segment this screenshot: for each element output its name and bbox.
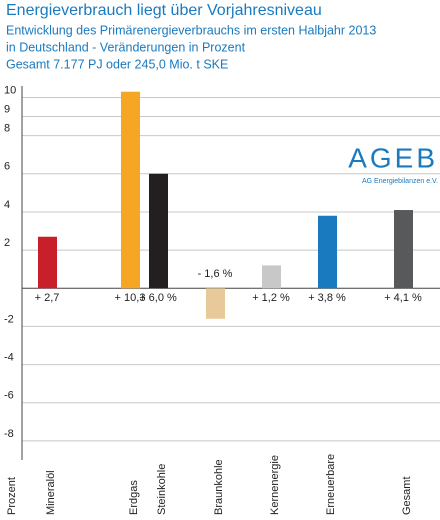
- logo-caption: AG Energiebilanzen e.V.: [362, 178, 438, 185]
- axis-label: Prozent: [6, 477, 18, 515]
- y-tick-label: 6: [4, 161, 10, 173]
- y-tick-label: 8: [4, 123, 10, 135]
- y-tick-label: -2: [4, 313, 14, 325]
- y-tick-label: 9: [4, 103, 10, 115]
- x-tick-label: Mineralöl: [45, 470, 57, 515]
- chart-title: Energieverbrauch liegt über Vorjahresniv…: [6, 2, 322, 19]
- x-tick-label: Braunkohle: [213, 459, 225, 515]
- subtitle: Gesamt 7.177 PJ oder 245,0 Mio. t SKE: [6, 57, 228, 71]
- bar: [38, 236, 57, 289]
- bar: [394, 210, 413, 289]
- y-tick-label: -8: [4, 428, 14, 440]
- y-tick-label: 10: [4, 84, 16, 96]
- bar: [206, 288, 225, 319]
- bar: [121, 91, 140, 289]
- value-label: + 3,8 %: [308, 292, 346, 304]
- x-tick-label: Erdgas: [128, 480, 140, 515]
- subtitle: Entwicklung des Primärenergieverbrauchs …: [6, 23, 376, 37]
- subtitle: in Deutschland - Veränderungen in Prozen…: [6, 40, 246, 54]
- value-label: + 2,7: [35, 292, 60, 304]
- value-label: + 4,1 %: [384, 292, 422, 304]
- value-label: + 6,0 %: [139, 292, 177, 304]
- x-tick-label: Steinkohle: [156, 464, 168, 515]
- x-tick-label: Erneuerbare: [325, 454, 337, 515]
- x-tick-label: Kernenergie: [269, 455, 281, 515]
- y-tick-label: 4: [4, 199, 10, 211]
- y-tick-label: -6: [4, 390, 14, 402]
- logo: AGEB: [348, 142, 438, 173]
- bar: [318, 215, 337, 289]
- value-label: + 10,3: [115, 292, 146, 304]
- x-tick-label: Gesamt: [401, 476, 413, 515]
- bar: [262, 265, 281, 289]
- value-label: + 1,2 %: [252, 292, 290, 304]
- y-tick-label: -4: [4, 351, 14, 363]
- y-tick-label: 2: [4, 237, 10, 249]
- bar: [149, 173, 168, 289]
- value-label: - 1,6 %: [198, 268, 233, 280]
